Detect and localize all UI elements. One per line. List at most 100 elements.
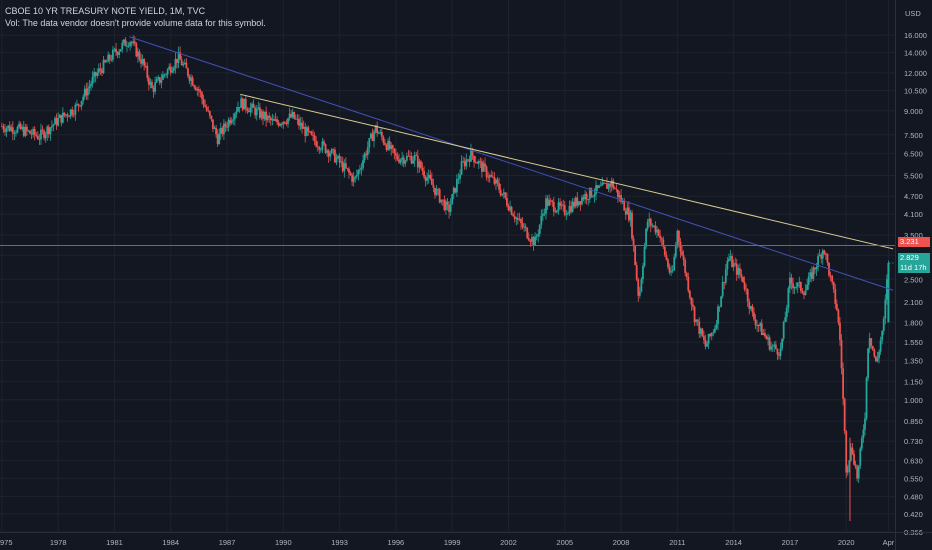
candle-body	[815, 267, 818, 270]
candle-body	[393, 148, 396, 154]
candle-body	[466, 159, 469, 161]
candle-body	[773, 344, 776, 347]
candle-body	[97, 68, 100, 73]
candle-body	[135, 43, 138, 57]
candle-body	[18, 123, 20, 128]
candle-body	[615, 188, 618, 190]
candle-body	[795, 286, 798, 288]
x-tick-label: 1996	[388, 538, 405, 547]
candle-body	[688, 290, 691, 298]
candle-body	[799, 282, 802, 291]
candle-body	[337, 155, 339, 159]
candle-body	[831, 275, 834, 282]
candle-body	[468, 159, 471, 162]
candle-body	[695, 319, 698, 322]
candle-body	[779, 348, 782, 356]
candle-body	[194, 87, 197, 91]
candle-body	[199, 90, 202, 93]
candle-body	[29, 130, 31, 134]
candle-body	[885, 279, 888, 300]
candle-body	[485, 166, 488, 178]
candle-body	[101, 70, 103, 74]
candle-body	[868, 338, 871, 349]
candle-body	[834, 288, 837, 304]
candle-body	[707, 333, 710, 344]
candle-body	[273, 119, 275, 121]
candle-body	[382, 136, 385, 143]
candle-body	[862, 429, 865, 439]
candle-body	[57, 117, 60, 126]
candle-body	[726, 260, 729, 270]
candle-body	[88, 86, 91, 89]
x-tick-label: 1981	[106, 538, 123, 547]
candle-body	[596, 185, 599, 188]
candle-body	[516, 217, 519, 220]
last-price-tag: 2.829 11d 17h	[898, 253, 930, 273]
candle-body	[751, 306, 754, 313]
x-tick-label: 2002	[500, 538, 517, 547]
candle-body	[230, 120, 233, 124]
candle-body	[510, 206, 513, 215]
candle-body	[152, 87, 155, 92]
candle-body	[115, 48, 117, 53]
candle-body	[735, 263, 738, 275]
candle-body	[648, 218, 651, 222]
y-tick-label: 1.000	[904, 396, 923, 405]
candle-body	[845, 431, 848, 473]
candle-body	[315, 140, 318, 147]
candle-body	[298, 118, 300, 126]
candle-body	[499, 189, 502, 196]
candle-body	[654, 225, 657, 233]
candle-body	[316, 146, 319, 148]
candle-body	[826, 253, 829, 263]
candle-body	[104, 60, 106, 62]
candle-body	[55, 118, 58, 126]
candle-body	[660, 237, 663, 240]
candle-body	[208, 111, 211, 116]
candle-body	[207, 110, 210, 112]
candle-body	[366, 147, 369, 155]
candle-body	[404, 160, 407, 164]
candle-body	[299, 122, 302, 126]
candle-body	[126, 45, 128, 47]
candle-body	[749, 306, 752, 309]
candle-body	[549, 200, 552, 202]
candle-body	[764, 333, 766, 337]
candle-body	[627, 207, 630, 221]
candle-body	[738, 268, 741, 275]
candle-body	[632, 238, 635, 246]
candle-body	[579, 201, 582, 205]
candle-body	[846, 466, 849, 473]
candle-body	[441, 199, 444, 201]
candle-body	[638, 291, 641, 296]
candle-body	[623, 200, 626, 211]
candle-body	[507, 205, 510, 211]
candle-body	[86, 88, 89, 96]
candle-body	[49, 127, 52, 135]
candle-body	[706, 343, 708, 347]
candle-body	[864, 418, 866, 430]
candle-body	[169, 66, 172, 73]
candle-body	[279, 124, 282, 126]
candle-body	[349, 172, 352, 175]
candle-body	[4, 129, 6, 132]
candle-body	[593, 194, 596, 197]
y-tick-label: 1.550	[904, 338, 923, 347]
candle-body	[143, 59, 146, 66]
y-tick-label: 1.150	[904, 377, 923, 386]
candle-body	[437, 189, 440, 190]
candle-body	[440, 199, 443, 203]
candle-body	[46, 126, 49, 135]
candle-body	[332, 149, 335, 150]
candle-body	[138, 51, 141, 60]
candle-body	[215, 127, 217, 135]
candle-body	[491, 176, 494, 178]
candle-body	[258, 107, 261, 118]
candle-body	[624, 210, 627, 215]
level-price-value: 3.231	[900, 237, 919, 246]
y-tick-label: 2.100	[904, 298, 923, 307]
candle-body	[609, 183, 612, 187]
candle-body	[743, 282, 746, 290]
